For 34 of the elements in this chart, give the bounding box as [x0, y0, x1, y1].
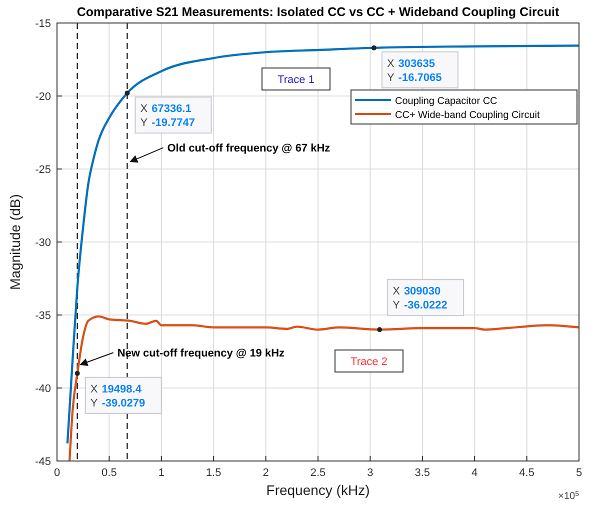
x-tick-label: 3.5 — [414, 467, 430, 479]
x-tick-label: 0 — [54, 467, 60, 479]
text: ×10$^{5}$ — [558, 490, 580, 502]
annotation: X 303635 Y -16.7065 — [386, 58, 442, 84]
y-tick-label: -40 — [35, 383, 51, 395]
y-tick-label: -45 — [35, 456, 51, 468]
x-tick-label: 4.5 — [519, 467, 534, 479]
y-tick-label: -35 — [35, 310, 51, 322]
annotation: X 67336.1 Y -19.7747 — [140, 103, 196, 130]
annotation: Trace 1 — [278, 74, 314, 86]
y-axis-title: Magnitude (dB) — [7, 194, 23, 290]
x-axis-title: Frequency (kHz) — [266, 482, 370, 498]
line-series — [66, 44, 579, 445]
y-tick-label: -30 — [35, 237, 51, 249]
y-tick-label: -20 — [35, 91, 51, 103]
legend-label: Coupling Capacitor CC — [395, 96, 498, 107]
chart-title: Comparative S21 Measurements: Isolated CC vs CC + Wideband Coupling Circuit — [76, 5, 560, 19]
x-tick-label: 2.5 — [310, 467, 326, 479]
x-tick-label: 1 — [158, 467, 164, 479]
annotation: Trace 2 — [350, 356, 388, 368]
legend-label: CC+ Wide-band Coupling Circuit — [395, 110, 540, 121]
annotation: Old cut-off frequency @ 67 kHz — [167, 142, 331, 155]
x-tick-label: 0.5 — [102, 467, 117, 479]
x-tick-label: 5 — [576, 467, 582, 479]
y-tick-label: -25 — [35, 164, 51, 176]
line-series — [68, 315, 579, 461]
x-tick-label: 4 — [472, 467, 478, 479]
annotation: X 19498.4 Y -39.0279 — [90, 383, 146, 410]
annotation: New cut-off frequency @ 19 kHz — [117, 348, 286, 360]
x-tick-label: 2 — [262, 467, 269, 479]
x-tick-label: 1.5 — [206, 467, 222, 479]
y-tick-label: -15 — [35, 18, 51, 30]
x-tick-label: 3 — [367, 467, 374, 479]
annotation: X 309030 Y -36.0222 — [392, 286, 448, 312]
